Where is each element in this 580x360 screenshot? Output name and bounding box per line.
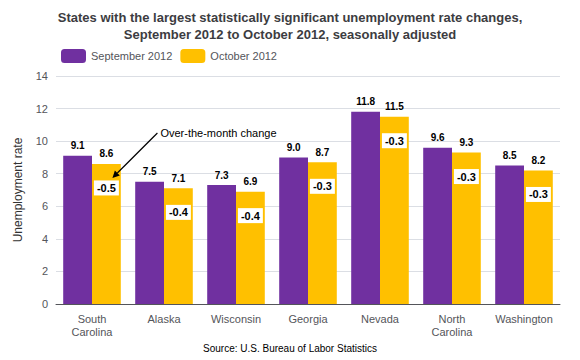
svg-text:8.6: 8.6	[99, 148, 113, 159]
svg-text:8.7: 8.7	[315, 147, 329, 158]
svg-text:0: 0	[42, 298, 48, 310]
svg-text:-0.3: -0.3	[385, 135, 404, 147]
svg-text:Wisconsin: Wisconsin	[211, 313, 261, 325]
svg-text:South: South	[78, 313, 107, 325]
svg-text:11.8: 11.8	[356, 96, 375, 107]
svg-text:North: North	[439, 313, 466, 325]
svg-text:12: 12	[36, 103, 48, 115]
svg-text:-0.3: -0.3	[457, 171, 476, 183]
svg-text:States with the largest statis: States with the largest statistically si…	[58, 10, 523, 25]
svg-text:7.1: 7.1	[171, 173, 185, 184]
svg-text:11.5: 11.5	[385, 101, 404, 112]
svg-text:-0.5: -0.5	[97, 182, 116, 194]
svg-text:7.3: 7.3	[215, 170, 229, 181]
svg-text:10: 10	[36, 135, 48, 147]
svg-text:4: 4	[42, 233, 48, 245]
svg-text:8.5: 8.5	[503, 150, 517, 161]
svg-text:8.2: 8.2	[531, 155, 545, 166]
svg-text:Source: U.S. Bureau of Labor S: Source: U.S. Bureau of Labor Statistics	[203, 343, 377, 354]
svg-text:October 2012: October 2012	[210, 50, 277, 62]
svg-text:Carolina: Carolina	[72, 326, 114, 338]
svg-text:2: 2	[42, 265, 48, 277]
svg-text:Alaska: Alaska	[147, 313, 181, 325]
svg-text:-0.4: -0.4	[241, 210, 261, 222]
svg-text:September 2012 to October 2012: September 2012 to October 2012, seasonal…	[124, 27, 456, 42]
svg-text:6.9: 6.9	[243, 176, 257, 187]
svg-text:7.5: 7.5	[143, 166, 157, 177]
svg-text:9.1: 9.1	[71, 140, 85, 151]
svg-text:Over-the-month change: Over-the-month change	[160, 127, 276, 139]
svg-text:-0.3: -0.3	[529, 188, 548, 200]
svg-text:-0.4: -0.4	[169, 206, 189, 218]
svg-text:6: 6	[42, 200, 48, 212]
svg-text:9.3: 9.3	[459, 137, 473, 148]
svg-text:Georgia: Georgia	[288, 313, 328, 325]
svg-text:September 2012: September 2012	[91, 50, 172, 62]
svg-text:9.0: 9.0	[287, 142, 301, 153]
svg-text:Carolina: Carolina	[432, 326, 474, 338]
svg-text:14: 14	[36, 70, 48, 82]
svg-text:-0.3: -0.3	[313, 180, 332, 192]
svg-text:Unemployment rate: Unemployment rate	[11, 137, 25, 242]
svg-text:9.6: 9.6	[431, 132, 445, 143]
svg-text:Washington: Washington	[495, 313, 553, 325]
svg-text:8: 8	[42, 168, 48, 180]
svg-text:Nevada: Nevada	[361, 313, 400, 325]
